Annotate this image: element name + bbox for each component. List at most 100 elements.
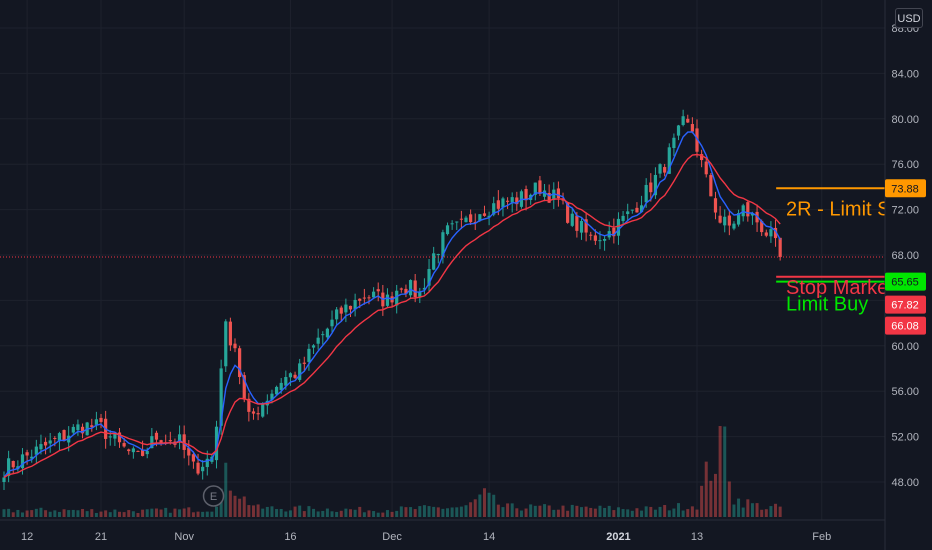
volume-bar: [556, 509, 560, 517]
volume-bar: [529, 504, 533, 517]
volume-bar: [533, 505, 537, 517]
candle-body: [681, 116, 685, 125]
volume-bar: [593, 508, 597, 517]
volume-bar: [607, 505, 611, 517]
volume-bar: [543, 504, 547, 517]
volume-bar: [118, 511, 121, 517]
time-axis-label: 12: [21, 531, 33, 543]
currency-button[interactable]: USD: [895, 8, 923, 28]
candle-body: [764, 232, 768, 236]
time-axis[interactable]: 12 21 Nov 16 Dec 14 2021 13 Feb: [0, 519, 885, 543]
candle-body: [242, 375, 246, 400]
volume-bar: [233, 495, 237, 517]
candle-body: [141, 449, 145, 456]
candle-body: [644, 184, 648, 203]
candle-body: [746, 202, 750, 217]
candle-body: [274, 386, 279, 395]
volume-bar: [644, 506, 648, 517]
candle-body: [612, 227, 616, 237]
candle-body: [80, 426, 85, 434]
volume-bars: [2, 426, 782, 517]
candle-body: [279, 382, 283, 390]
volume-bar: [201, 511, 205, 517]
candle-body: [228, 321, 232, 346]
candle-body: [626, 211, 630, 215]
earnings-marker[interactable]: [202, 485, 225, 507]
earnings-markers[interactable]: E: [202, 485, 225, 507]
price-axis-label: 52.00: [891, 432, 919, 444]
volume-bar: [141, 509, 145, 517]
price-axis-label: 60.00: [891, 341, 919, 353]
volume-bar: [700, 485, 704, 517]
candle-body: [187, 447, 191, 456]
candle-body: [168, 440, 172, 442]
candle-body: [335, 309, 339, 320]
candle-body: [547, 193, 551, 203]
price-tag-last: [885, 295, 926, 314]
candle-body: [325, 328, 329, 338]
candle-body: [478, 214, 482, 221]
candle-body: [238, 348, 242, 378]
volume-bar: [760, 509, 764, 517]
volume-bar: [44, 510, 48, 517]
volume-bar: [275, 509, 279, 517]
volume-bar: [589, 507, 593, 517]
volume-bar: [598, 505, 602, 517]
volume-bar: [538, 505, 542, 517]
volume-bar: [362, 512, 366, 517]
earnings-marker-label: E: [210, 491, 217, 503]
candle-body: [358, 298, 362, 301]
volume-bar: [321, 510, 325, 517]
candle-body: [584, 219, 588, 233]
volume-bar: [459, 506, 463, 517]
volume-bar: [746, 499, 750, 517]
candle-body: [205, 458, 209, 468]
volume-bar: [349, 509, 352, 517]
candle-body: [422, 287, 427, 290]
volume-bar: [427, 506, 431, 517]
price-tag-target-value: 73.88: [891, 183, 919, 195]
price-tag-entry-value: 65.65: [891, 277, 919, 289]
volume-bar: [48, 511, 52, 517]
volume-bar: [85, 511, 89, 517]
volume-bar: [566, 510, 570, 517]
volume-bar: [432, 506, 436, 517]
candle-body: [298, 363, 302, 380]
candle-body: [750, 213, 755, 216]
volume-bar: [127, 510, 131, 517]
volume-bar: [316, 511, 320, 517]
candle-body: [330, 319, 334, 327]
candle-body: [321, 334, 325, 336]
volume-bar: [90, 509, 94, 517]
candle-body: [25, 452, 29, 456]
ema-fast-line: [3, 131, 781, 478]
price-axis-label: 72.00: [891, 205, 919, 217]
volume-bar: [519, 510, 523, 517]
candle-body: [270, 393, 274, 400]
candle-body: [399, 288, 403, 290]
candle-body: [501, 198, 505, 208]
volume-bar: [335, 511, 339, 517]
price-axis-label: 76.00: [891, 159, 919, 171]
volume-bar: [603, 507, 607, 517]
volume-bar: [482, 488, 486, 517]
volume-bar: [390, 511, 394, 517]
candle-body: [43, 441, 48, 446]
volume-bar: [718, 426, 722, 517]
candle-body: [302, 362, 306, 364]
volume-bar: [25, 510, 29, 517]
candle-body: [505, 200, 510, 202]
volume-bar: [409, 507, 413, 517]
candle-body: [556, 188, 560, 199]
volume-bar: [441, 508, 445, 517]
candle-body: [566, 203, 570, 223]
candle-body: [473, 222, 477, 224]
volume-bar: [284, 511, 288, 517]
candle-body: [224, 321, 228, 367]
candle-body: [30, 456, 34, 459]
candle-body: [131, 448, 135, 453]
volume-bar: [690, 506, 694, 517]
candle-body: [542, 190, 547, 197]
